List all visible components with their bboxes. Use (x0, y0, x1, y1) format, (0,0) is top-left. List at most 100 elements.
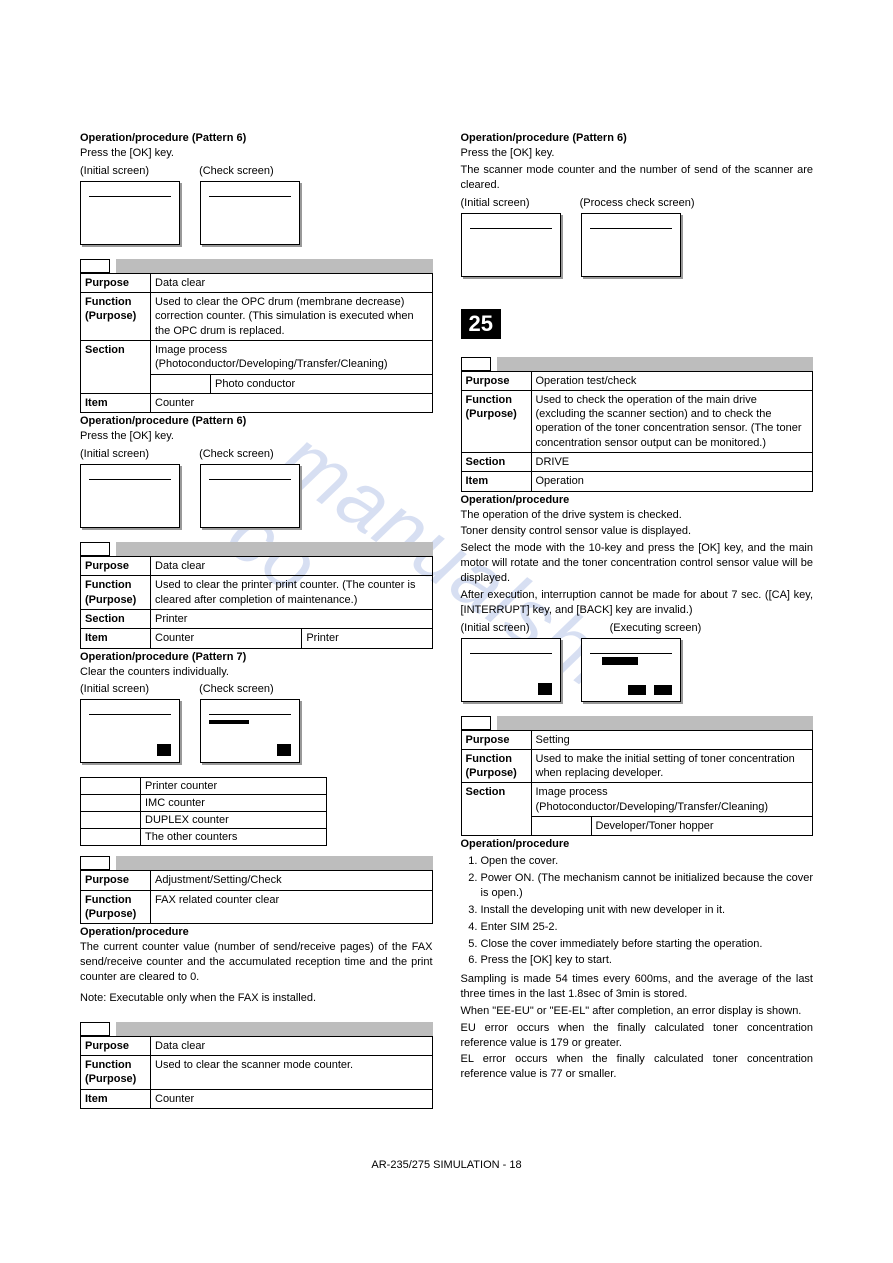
purpose-label: Purpose (461, 371, 531, 390)
section-value: Printer (151, 609, 433, 628)
op-heading: Operation/procedure (Pattern 6) (461, 132, 814, 144)
item-value: Operation (531, 472, 813, 491)
spec-table-3: Purpose Adjustment/Setting/Check Functio… (80, 870, 433, 924)
press-ok: Press the [OK] key. (461, 146, 814, 161)
section-label: Section (461, 453, 531, 472)
screen-process-check (581, 213, 681, 277)
press-ok: Press the [OK] key. (80, 429, 433, 444)
purpose-label: Purpose (81, 273, 151, 292)
function-label: Function (Purpose) (461, 390, 531, 452)
process-check-screen-label: (Process check screen) (580, 197, 695, 209)
page-footer: AR-235/275 SIMULATION - 18 (80, 1159, 813, 1171)
list-item: The other counters (141, 829, 327, 846)
screen-initial (80, 699, 180, 763)
op-heading: Operation/procedure (Pattern 7) (80, 651, 433, 663)
function-value: Used to clear the scanner mode counter. (151, 1055, 433, 1089)
op-heading: Operation/procedure (461, 494, 814, 506)
screens-row (80, 181, 433, 245)
para: When "EE-EU" or "EE-EL" after completion… (461, 1004, 814, 1019)
screens-row (80, 699, 433, 763)
step: Power ON. (The mechanism cannot be initi… (481, 871, 814, 901)
step: Enter SIM 25-2. (481, 920, 814, 935)
screen-labels: (Initial screen) (Check screen) (80, 448, 433, 460)
op-heading: Operation/procedure (Pattern 6) (80, 132, 433, 144)
step: Press the [OK] key to start. (481, 953, 814, 968)
function-label: Function (Purpose) (81, 890, 151, 924)
screen-labels: (Initial screen) (Check screen) (80, 165, 433, 177)
function-label: Function (Purpose) (81, 576, 151, 610)
list-item: Printer counter (141, 778, 327, 795)
sim-bar (461, 357, 814, 371)
op-heading: Operation/procedure (461, 838, 814, 850)
sim-bar (80, 856, 433, 870)
left-column: Operation/procedure (Pattern 6) Press th… (80, 130, 433, 1109)
para: The current counter value (number of sen… (80, 940, 433, 985)
screen-executing (581, 638, 681, 702)
counter-list: Printer counter IMC counter DUPLEX count… (80, 777, 327, 846)
spec-table-r2: Purpose Setting Function (Purpose) Used … (461, 730, 814, 837)
spec-table-2: Purpose Data clear Function (Purpose) Us… (80, 556, 433, 648)
purpose-value: Data clear (151, 557, 433, 576)
function-label: Function (Purpose) (461, 749, 531, 783)
purpose-label: Purpose (461, 730, 531, 749)
columns: Operation/procedure (Pattern 6) Press th… (80, 130, 813, 1109)
purpose-label: Purpose (81, 1036, 151, 1055)
spec-table-r1: Purpose Operation test/check Function (P… (461, 371, 814, 492)
screen-initial (461, 213, 561, 277)
initial-screen-label: (Initial screen) (80, 165, 149, 177)
screen-check (200, 699, 300, 763)
initial-screen-label: (Initial screen) (80, 448, 149, 460)
function-label: Function (Purpose) (81, 293, 151, 341)
op-heading: Operation/procedure (Pattern 6) (80, 415, 433, 427)
purpose-value: Adjustment/Setting/Check (151, 871, 433, 890)
screen-labels: (Initial screen) (Executing screen) (461, 622, 814, 634)
para: Select the mode with the 10-key and pres… (461, 541, 814, 586)
item-label: Item (81, 1089, 151, 1108)
sim-bar (461, 716, 814, 730)
spec-table-4: Purpose Data clear Function (Purpose) Us… (80, 1036, 433, 1109)
item-value: Counter (151, 393, 433, 412)
screen-check (200, 181, 300, 245)
para: EL error occurs when the finally calcula… (461, 1052, 814, 1082)
screen-check (200, 464, 300, 528)
screens-row (80, 464, 433, 528)
screen-initial (80, 181, 180, 245)
steps-list: Open the cover. Power ON. (The mechanism… (461, 854, 814, 968)
item-label: Item (81, 629, 151, 648)
section-value: DRIVE (531, 453, 813, 472)
section-value: Image process (Photoconductor/Developing… (531, 783, 813, 817)
section-value-2: Developer/Toner hopper (591, 817, 813, 836)
op-heading: Operation/procedure (80, 926, 433, 938)
item-label: Item (461, 472, 531, 491)
section-number: 25 (461, 309, 501, 339)
section-label: Section (461, 783, 531, 836)
screen-labels: (Initial screen) (Check screen) (80, 683, 433, 695)
list-item: DUPLEX counter (141, 812, 327, 829)
para: Note: Executable only when the FAX is in… (80, 991, 433, 1006)
purpose-value: Data clear (151, 1036, 433, 1055)
item-value-b: Printer (302, 629, 432, 648)
section-value-2: Photo conductor (211, 374, 433, 393)
spec-table-1: Purpose Data clear Function (Purpose) Us… (80, 273, 433, 413)
right-column: Operation/procedure (Pattern 6) Press th… (461, 130, 814, 1109)
step: Install the developing unit with new dev… (481, 903, 814, 918)
screen-labels: (Initial screen) (Process check screen) (461, 197, 814, 209)
check-screen-label: (Check screen) (199, 683, 274, 695)
initial-screen-label: (Initial screen) (80, 683, 149, 695)
function-value: FAX related counter clear (151, 890, 433, 924)
initial-screen-label: (Initial screen) (461, 197, 530, 209)
step: Open the cover. (481, 854, 814, 869)
item-value: Counter (151, 1089, 433, 1108)
para: Toner density control sensor value is di… (461, 524, 814, 539)
sim-bar (80, 259, 433, 273)
sim-bar (80, 1022, 433, 1036)
function-value: Used to make the initial setting of tone… (531, 749, 813, 783)
function-value: Used to clear the printer print counter.… (151, 576, 433, 610)
para: Sampling is made 54 times every 600ms, a… (461, 972, 814, 1002)
purpose-label: Purpose (81, 871, 151, 890)
intro: The scanner mode counter and the number … (461, 163, 814, 193)
purpose-value: Data clear (151, 273, 433, 292)
press-ok: Press the [OK] key. (80, 146, 433, 161)
purpose-label: Purpose (81, 557, 151, 576)
screens-row (461, 638, 814, 702)
